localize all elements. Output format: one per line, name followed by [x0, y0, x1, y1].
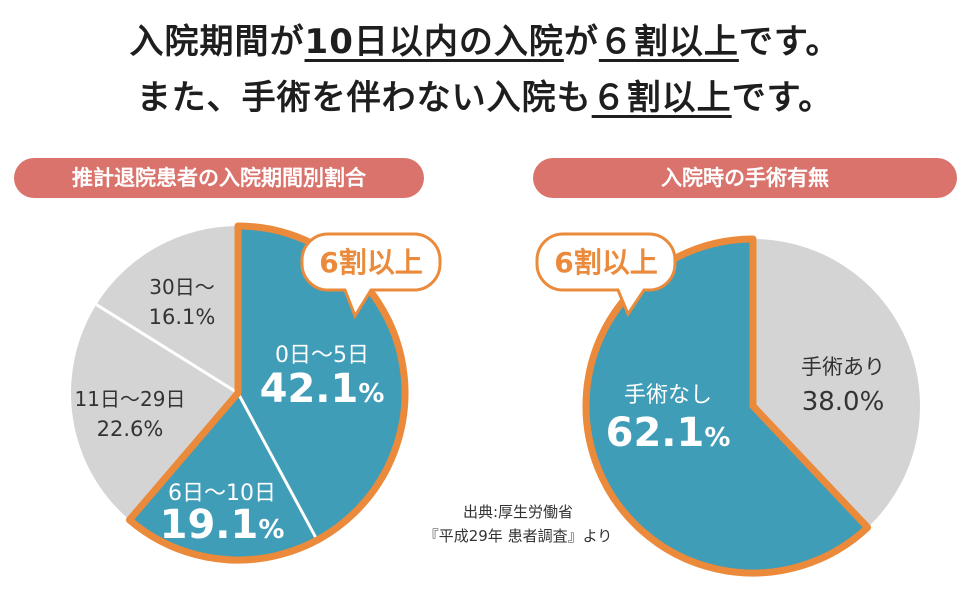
- slice-label-surgery: 手術あり: [801, 355, 885, 379]
- headline-underline-2: ６割以上: [598, 22, 739, 62]
- callout-text-2: 6割以上: [554, 246, 657, 279]
- slice-label-no-surgery: 手術なし: [624, 383, 712, 408]
- headline-line-2: また、手術を伴わない入院も６割以上です。: [136, 78, 834, 118]
- headline-underline-3: ６割以上: [591, 78, 732, 118]
- pie-slice-1: [753, 239, 920, 528]
- slice-divider-4: [95, 303, 239, 395]
- callout-bubble-2: [535, 232, 677, 318]
- source-note: 出典:厚生労働省 『平成29年 患者調査』より: [418, 500, 618, 548]
- chart-1-title: 推計退院患者の入院期間別割合: [14, 158, 424, 198]
- slice-label-11-29days: 11日〜29日: [75, 387, 186, 411]
- slice-value-no-surgery: 62.1%: [606, 410, 731, 456]
- slice-divider-2: [236, 392, 319, 541]
- pie-slice-4: [96, 226, 238, 393]
- slice-label-30days: 30日〜: [149, 275, 214, 299]
- callout-text-1: 6割以上: [319, 246, 422, 279]
- slice-label-0-5days: 0日〜5日: [275, 343, 369, 368]
- source-line-2: 『平成29年 患者調査』より: [423, 527, 613, 545]
- chart-2-title: 入院時の手術有無: [533, 158, 957, 198]
- slice-value-30days: 16.1%: [149, 305, 216, 329]
- headline-underline-1: 10日以内の入院: [304, 22, 564, 62]
- callout-bubble-1: [300, 232, 442, 320]
- headline-line-1: 入院期間が10日以内の入院が６割以上です。: [129, 22, 841, 62]
- slice-value-11-29days: 22.6%: [97, 417, 164, 441]
- slice-label-6-10days: 6日〜10日: [168, 481, 276, 506]
- slice-value-0-5days: 42.1%: [260, 366, 385, 412]
- source-line-1: 出典:厚生労働省: [462, 503, 574, 521]
- pie-slice-2: [585, 238, 868, 573]
- slice-value-surgery: 38.0%: [802, 387, 885, 417]
- pie-slice-3: [71, 304, 238, 520]
- slice-value-6-10days: 19.1%: [160, 502, 285, 548]
- pie-slice-2: [129, 393, 318, 561]
